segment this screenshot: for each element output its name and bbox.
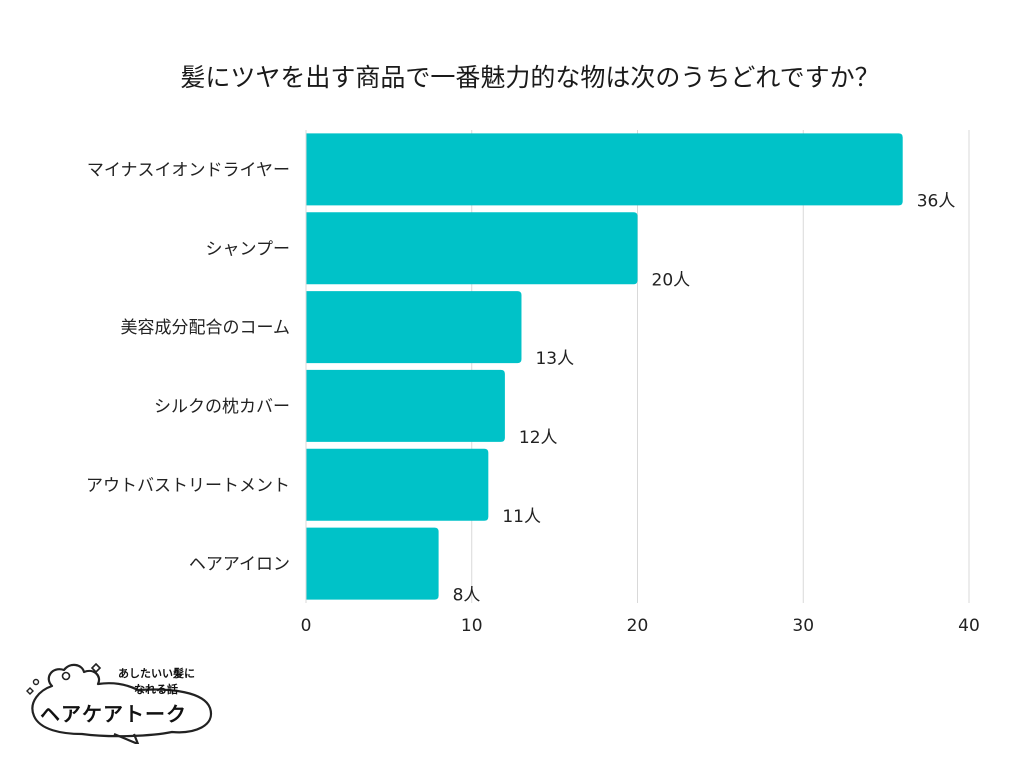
category-label: マイナスイオンドライヤー — [87, 160, 290, 180]
category-label: 美容成分配合のコーム — [121, 318, 291, 338]
category-label: シャンプー — [206, 239, 291, 259]
speech-bubble-icon — [26, 662, 213, 746]
x-tick-label: 20 — [627, 616, 649, 636]
data-label: 12人 — [519, 428, 558, 448]
x-tick-label: 0 — [301, 616, 312, 636]
category-label: アウトバストリートメント — [86, 476, 290, 496]
bar — [306, 527, 439, 600]
x-tick-label: 30 — [792, 616, 814, 636]
chart-title: 髪にツヤを出す商品で一番魅力的な物は次のうちどれですか？ — [180, 63, 880, 92]
bar — [306, 133, 903, 206]
logo-tagline: あしたいい髪に — [118, 667, 195, 680]
bar — [306, 291, 522, 364]
data-label: 36人 — [917, 191, 956, 211]
data-label: 13人 — [535, 349, 574, 369]
logo-tagline: なれる話 — [134, 683, 178, 696]
logo-name: ヘアケアトーク — [40, 702, 187, 726]
data-label: 8人 — [453, 586, 481, 606]
data-label: 11人 — [502, 507, 541, 527]
x-tick-label: 40 — [958, 616, 980, 636]
category-label: シルクの枕カバー — [154, 397, 290, 417]
x-tick-label: 10 — [461, 616, 483, 636]
data-label: 20人 — [652, 270, 691, 290]
bar — [306, 448, 489, 521]
category-label: ヘアアイロン — [189, 555, 290, 575]
brand-logo: あしたいい髪に なれる話 ヘアケアトーク — [22, 660, 222, 746]
bar — [306, 212, 638, 285]
bar — [306, 369, 505, 442]
